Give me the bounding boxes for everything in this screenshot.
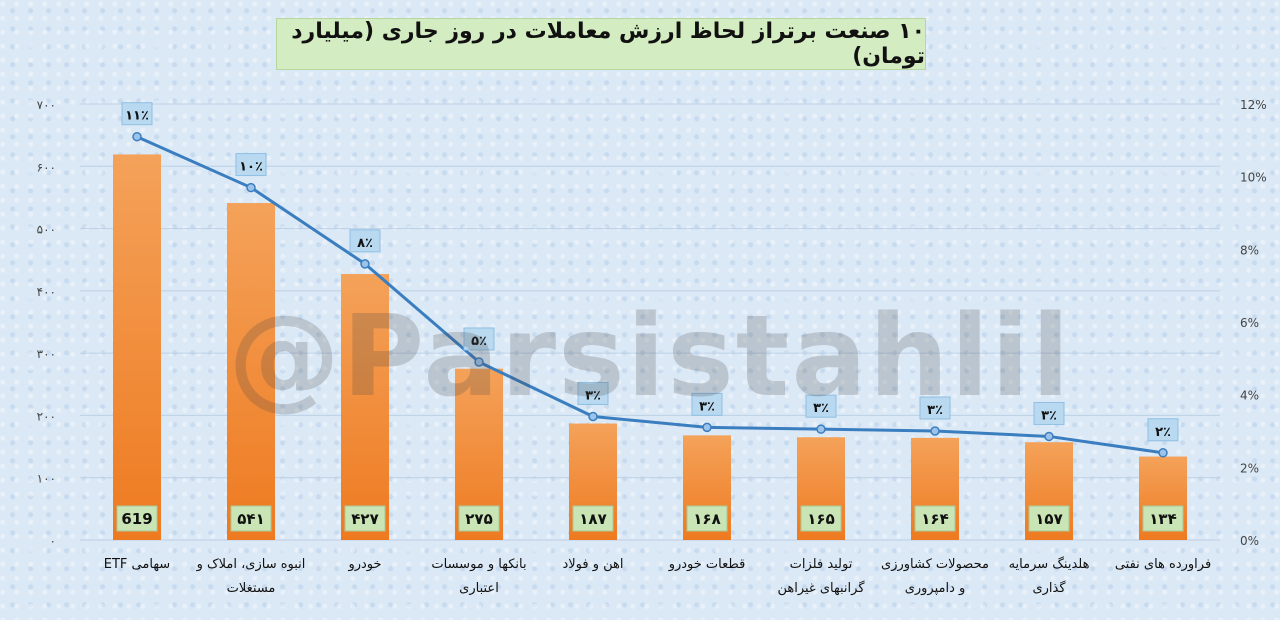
bar-value-label-box <box>344 505 386 532</box>
pct-label-box <box>1147 418 1179 442</box>
bar-value-label: ۵۴۱ <box>237 510 264 528</box>
y-right-tick-label: 4% <box>1240 389 1259 403</box>
pct-label-box <box>121 102 153 126</box>
bar-value-label: ۱۵۷ <box>1035 510 1062 528</box>
x-tick-label: گذاری <box>1032 580 1066 596</box>
x-tick-label: محصولات کشاورزی <box>881 557 989 572</box>
y-left-tick-label: ۱۰۰ <box>37 472 56 486</box>
x-tick-label: خودرو <box>347 557 381 572</box>
x-tick-label: تولید فلزات <box>790 557 853 572</box>
bar-value-label: ۱۶۴ <box>921 510 948 528</box>
bar-value-label-box <box>116 505 158 532</box>
x-tick-label: گرانبهای غیراهن <box>777 580 865 596</box>
line-point <box>132 131 142 142</box>
x-tick-label: قطعات خودرو <box>668 557 746 572</box>
line-point <box>1044 431 1054 442</box>
pct-label: ۳٪ <box>813 401 829 416</box>
x-tick-label: و دامپروری <box>905 581 966 596</box>
pct-label-box <box>349 229 381 253</box>
pct-label: ۳٪ <box>699 399 715 414</box>
bar-value-label: ۱۸۷ <box>579 510 606 528</box>
bar <box>113 154 161 541</box>
bar-value-label: ۱۶۵ <box>807 510 834 528</box>
pct-label-box <box>463 327 495 351</box>
bar-value-label-box <box>458 505 500 532</box>
bar-value-label-box <box>572 505 614 532</box>
bar-value-label: ۱۶۸ <box>693 510 720 528</box>
x-tick-label: اعتباری <box>459 581 499 596</box>
bar <box>227 203 275 540</box>
line-point <box>702 422 712 433</box>
pct-label-box <box>919 396 951 420</box>
pct-label: ۱۰٪ <box>239 160 263 175</box>
x-tick-label: هلدینگ سرمایه <box>1009 556 1090 572</box>
chart-title: ۱۰ صنعت برتراز لحاظ ارزش معاملات در روز … <box>276 18 926 70</box>
bar-value-label-box <box>1142 505 1184 532</box>
line-series <box>136 135 1164 455</box>
bar-value-label-box <box>914 505 956 532</box>
line-point <box>474 357 484 367</box>
y-left-tick-label: ۷۰۰ <box>37 98 56 112</box>
pct-label: ۸٪ <box>357 236 373 251</box>
y-left-tick-label: ۴۰۰ <box>37 285 56 299</box>
x-tick-label: سهامی ETF <box>104 557 170 572</box>
y-right-tick-label: 8% <box>1240 243 1259 257</box>
bar-value-label-box <box>686 505 728 532</box>
pct-label-box <box>577 381 609 405</box>
y-right-tick-label: 10% <box>1240 171 1267 185</box>
bar-value-label: ۲۷۵ <box>465 510 492 528</box>
y-left-tick-label: ۵۰۰ <box>37 223 56 237</box>
line-point <box>246 182 256 193</box>
line-point <box>930 426 940 436</box>
x-tick-label: انبوه سازی، املاک و <box>196 557 306 572</box>
y-right-tick-label: 12% <box>1240 98 1267 112</box>
y-left-tick-label: ۰ <box>50 534 56 548</box>
bar-value-label: ۴۲۷ <box>351 510 378 528</box>
x-tick-label: فراورده های نفتی <box>1115 557 1211 572</box>
pct-label: ۳٪ <box>927 403 943 418</box>
y-left-tick-label: ۳۰۰ <box>37 347 56 361</box>
line-point <box>1158 448 1168 458</box>
line-point <box>360 259 370 269</box>
x-tick-label: بانکها و موسسات <box>431 557 526 572</box>
bar-value-label: 619 <box>121 510 152 528</box>
line-point <box>588 411 598 422</box>
y-right-tick-label: 6% <box>1240 316 1259 330</box>
pct-label: ۱۱٪ <box>125 109 149 124</box>
pct-label-box <box>805 394 837 418</box>
pct-label: ۵٪ <box>471 334 487 349</box>
pct-label-box <box>235 153 267 177</box>
y-left-tick-label: ۶۰۰ <box>37 160 56 174</box>
pct-label: ۳٪ <box>1041 408 1057 423</box>
bar-value-label-box <box>1028 505 1070 532</box>
y-right-tick-label: 2% <box>1240 461 1259 475</box>
y-right-tick-label: 0% <box>1240 534 1259 548</box>
line-point <box>816 424 826 434</box>
bar-value-label-box <box>230 505 272 532</box>
y-left-tick-label: ۲۰۰ <box>37 409 56 423</box>
pct-label-box <box>691 392 723 416</box>
pct-label: ۳٪ <box>585 388 601 403</box>
pct-label: ۲٪ <box>1155 425 1171 440</box>
bar-value-label: ۱۳۴ <box>1149 510 1176 528</box>
pct-label-box <box>1033 401 1065 425</box>
bar <box>341 274 389 540</box>
x-tick-label: اهن و فولاد <box>562 557 623 572</box>
x-tick-label: مستغلات <box>227 581 276 596</box>
bar-value-label-box <box>800 505 842 532</box>
